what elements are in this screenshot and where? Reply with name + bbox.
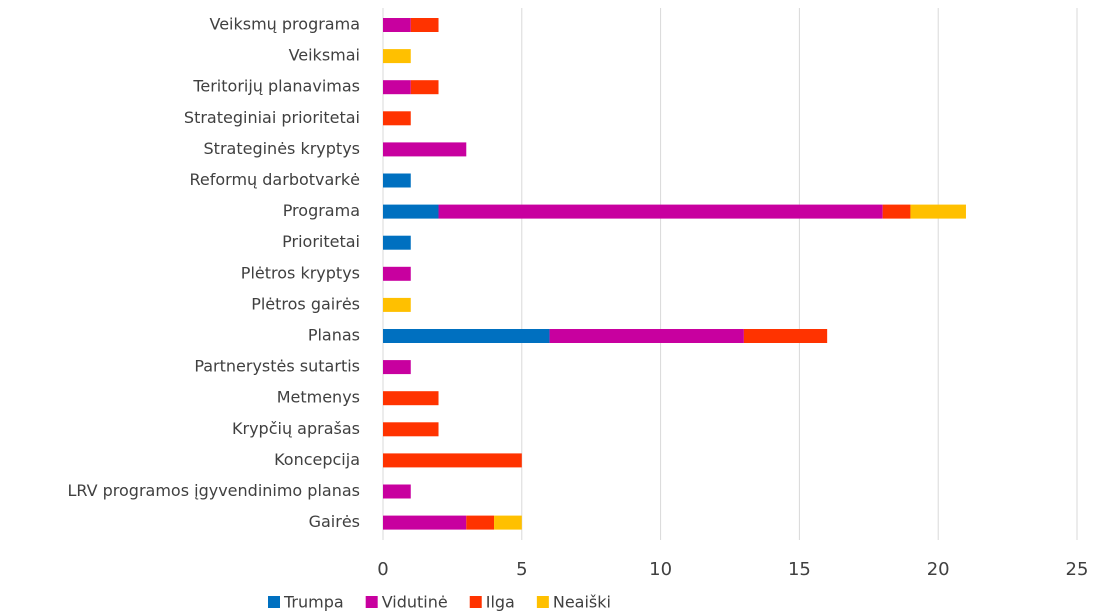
bar-segment: [910, 204, 966, 219]
bar-segment: [383, 18, 411, 32]
bar-segment: [466, 515, 495, 530]
legend-swatch: [536, 596, 549, 608]
y-tick-label: Gairės: [309, 512, 360, 531]
y-tick-label: Strateginiai prioritetai: [184, 108, 360, 127]
bar-segment: [882, 204, 911, 219]
legend-swatch: [268, 596, 280, 608]
bar-segment: [383, 360, 411, 375]
bar-segment: [383, 266, 411, 281]
bar-segment: [383, 297, 411, 312]
bar-segment: [383, 235, 411, 250]
y-tick-label: Reformų darbotvarkė: [190, 170, 361, 189]
y-tick-label: Veiksmų programa: [209, 15, 360, 34]
y-tick-label: Partnerystės sutartis: [194, 357, 360, 376]
y-tick-label: Planas: [308, 326, 360, 345]
bar-segment: [383, 111, 411, 126]
legend-label: Neaiški: [553, 593, 611, 612]
legend-label: Vidutinė: [382, 593, 448, 612]
legend-label: Trumpa: [283, 593, 344, 612]
x-tick-label: 15: [788, 559, 811, 580]
y-tick-label: Prioritetai: [282, 232, 360, 251]
y-tick-label: Teritorijų planavimas: [192, 77, 360, 96]
bar-segment: [410, 80, 439, 95]
bar-segment: [549, 329, 744, 343]
bar-segment: [383, 484, 411, 499]
y-tick-label: Metmenys: [277, 388, 360, 407]
x-tick-label: 5: [516, 559, 527, 580]
bar-segment: [383, 329, 550, 343]
bar-segment: [383, 422, 439, 437]
y-tick-label: LRV programos įgyvendinimo planas: [67, 481, 360, 500]
bar-segment: [383, 142, 467, 157]
x-tick-label: 0: [377, 559, 388, 580]
bar-segment: [410, 18, 439, 32]
bar-segment: [743, 329, 828, 343]
legend-label: Ilga: [486, 593, 515, 612]
y-tick-label: Strateginės kryptys: [204, 139, 360, 158]
y-tick-label: Veiksmai: [289, 46, 360, 65]
y-tick-label: Koncepcija: [274, 450, 360, 469]
y-tick-label: Krypčių aprašas: [232, 419, 360, 438]
y-tick-label: Plėtros gairės: [251, 294, 360, 313]
bar-segment: [383, 173, 411, 188]
y-tick-label: Plėtros kryptys: [241, 263, 360, 282]
y-tick-label: Programa: [283, 201, 360, 220]
legend-swatch: [469, 596, 482, 608]
bar-segment: [383, 391, 439, 406]
x-tick-label: 10: [649, 559, 672, 580]
legend-swatch: [365, 596, 378, 608]
bar-segment: [494, 515, 522, 530]
x-tick-label: 25: [1066, 559, 1089, 580]
bar-segment: [383, 453, 522, 468]
bar-segment: [383, 80, 411, 95]
bar-segment: [438, 204, 883, 219]
bar-segment: [383, 49, 411, 64]
bar-segment: [383, 204, 439, 219]
bar-segment: [383, 515, 467, 530]
x-tick-label: 20: [927, 559, 950, 580]
